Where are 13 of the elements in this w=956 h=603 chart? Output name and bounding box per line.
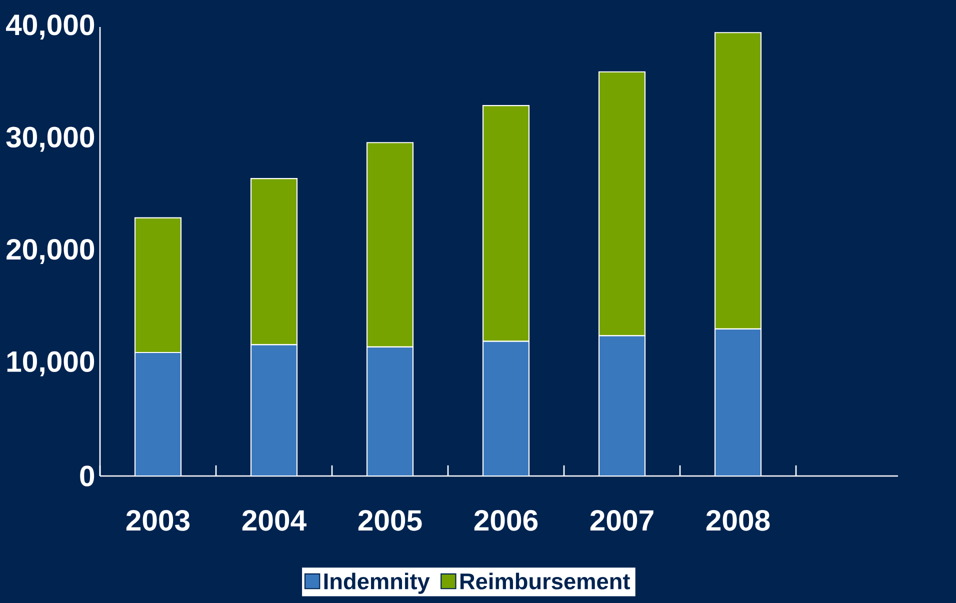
x-tick-label: 2008 <box>706 510 770 531</box>
x-tick-label: 2005 <box>358 510 422 531</box>
y-tick-label: 30,000 <box>6 126 94 152</box>
legend-label: Reimbursement <box>460 572 630 590</box>
x-tick-label: 2003 <box>126 510 190 531</box>
y-tick-label: 0 <box>80 466 94 486</box>
legend-label: Indemnity <box>324 572 430 594</box>
x-tick-label: 2007 <box>590 510 654 531</box>
y-tick-label: 40,000 <box>6 14 94 40</box>
x-tick-label: 2006 <box>474 510 538 531</box>
y-tick-label: 20,000 <box>6 238 94 264</box>
y-tick-label: 10,000 <box>7 351 94 376</box>
x-tick-label: 2004 <box>242 510 306 531</box>
